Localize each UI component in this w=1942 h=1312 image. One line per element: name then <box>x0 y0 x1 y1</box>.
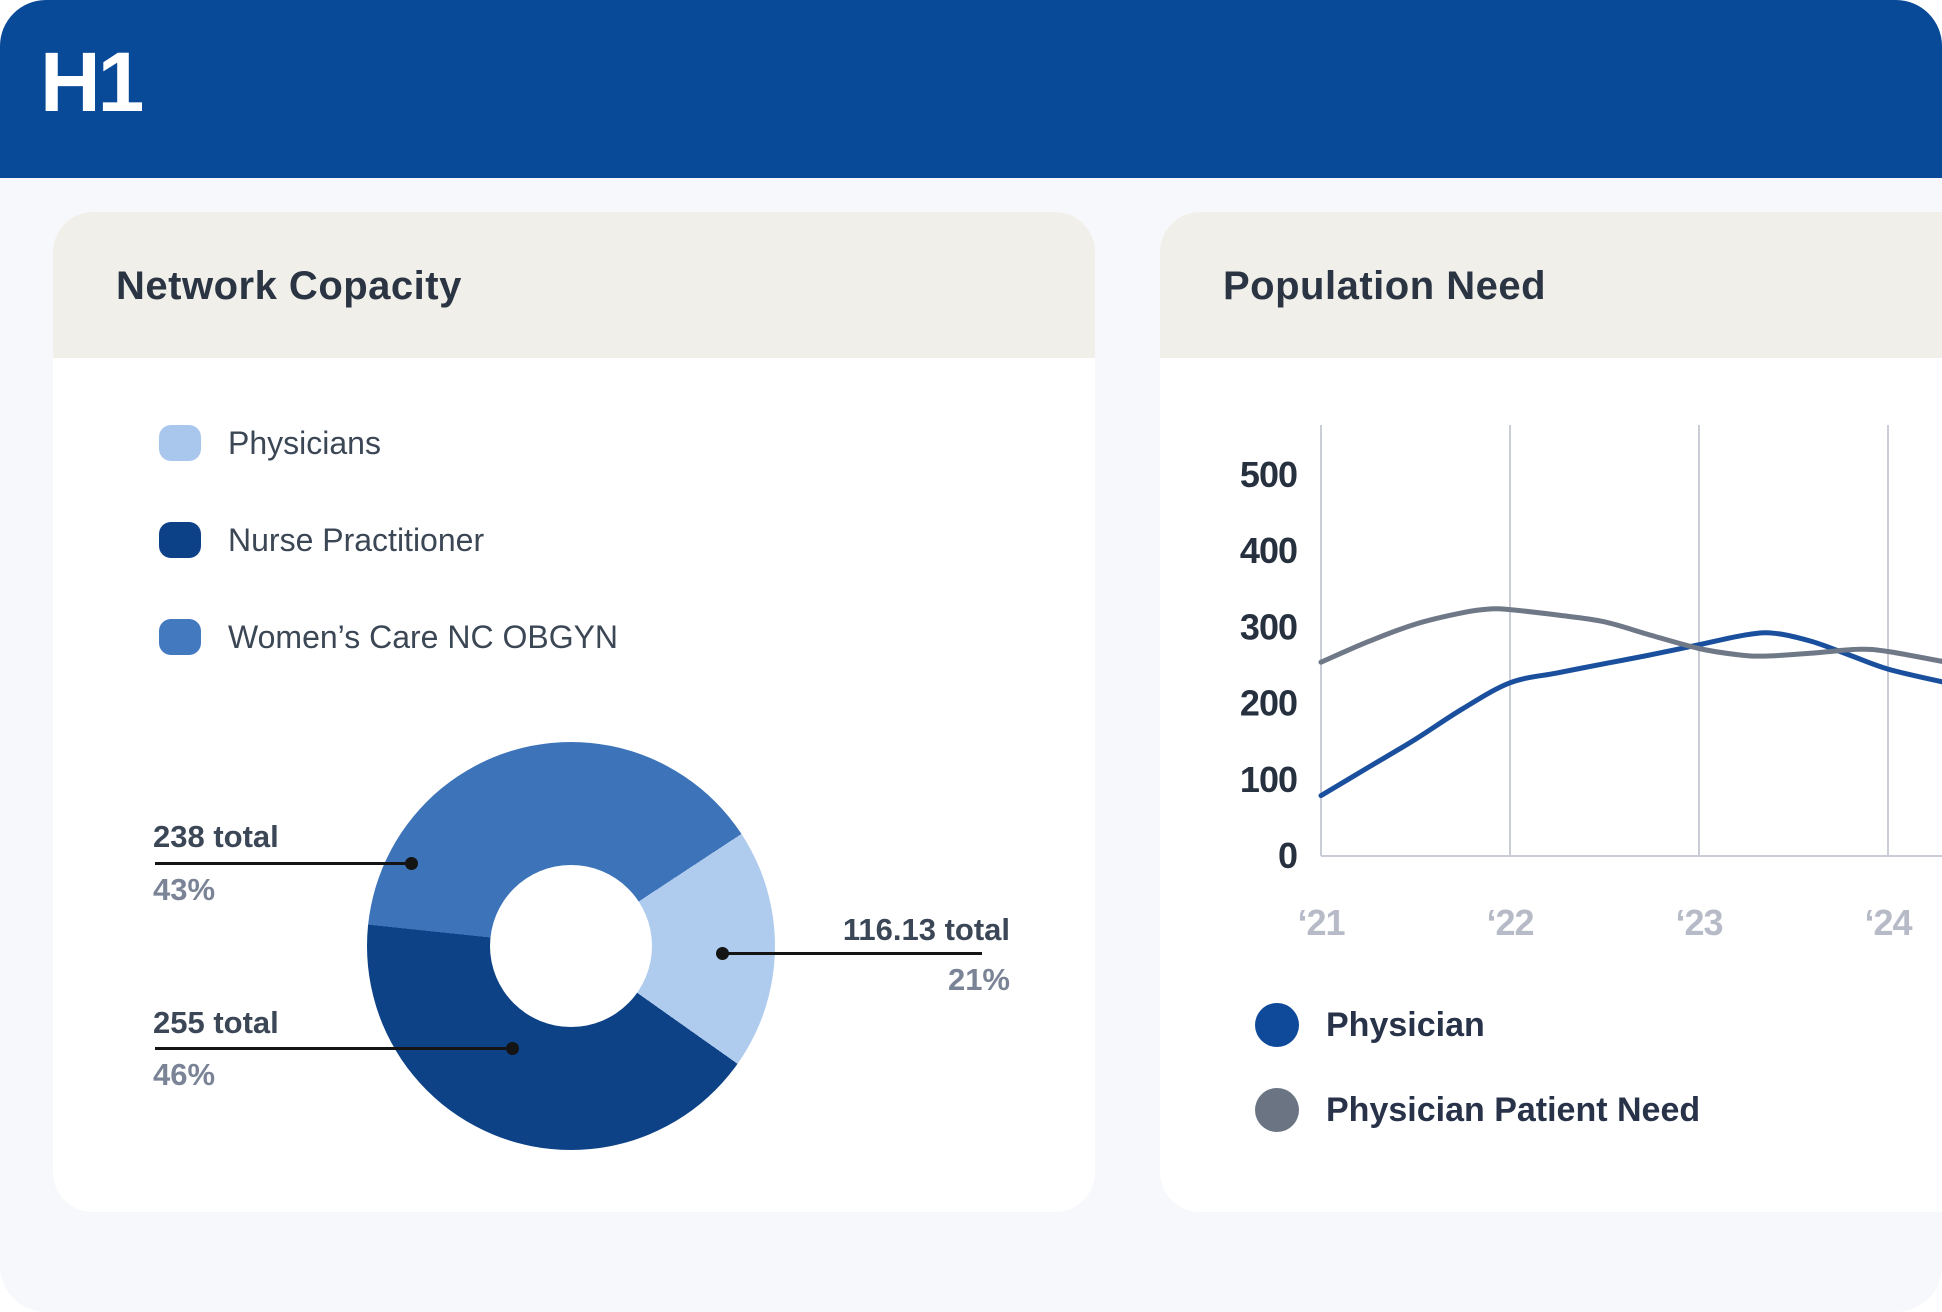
callout-255-dot <box>506 1042 519 1055</box>
svg-text:100: 100 <box>1240 759 1297 800</box>
legend-item-physician-patient-need: Physician Patient Need <box>1255 1088 1700 1132</box>
callout-255-total: 255 total <box>153 1005 279 1040</box>
network-capacity-card-header: Network Copacity <box>53 212 1095 358</box>
callout-116-dot <box>716 947 729 960</box>
legend-item-womens-care: Women’s Care NC OBGYN <box>159 619 618 655</box>
app-header-bar: H1 <box>0 0 1942 178</box>
population-need-card-header: Population Need <box>1160 212 1942 358</box>
legend-label: Physician <box>1326 1005 1485 1044</box>
svg-text:300: 300 <box>1240 606 1297 647</box>
callout-116-line <box>723 952 982 955</box>
svg-text:‘23: ‘23 <box>1675 902 1722 943</box>
legend-item-nurse-practitioner: Nurse Practitioner <box>159 522 618 558</box>
callout-255-percent: 46% <box>153 1057 216 1092</box>
svg-text:400: 400 <box>1240 530 1297 571</box>
legend-label: Physicians <box>228 424 381 461</box>
svg-text:500: 500 <box>1240 454 1297 495</box>
legend-item-physicians: Physicians <box>159 425 618 461</box>
series-paths <box>1318 606 1942 799</box>
nurse-practitioner-swatch-icon <box>159 522 201 558</box>
callout-238-line <box>155 862 412 865</box>
network-capacity-title: Network Copacity <box>116 264 462 308</box>
callout-238-percent: 43% <box>153 872 216 907</box>
svg-text:‘22: ‘22 <box>1486 902 1533 943</box>
physician-dot-icon <box>1255 1003 1299 1047</box>
x-axis-labels: ‘21 ‘22 ‘23 ‘24 <box>1297 902 1913 943</box>
callout-116-total: 116.13 total <box>842 912 1010 947</box>
womens-care-swatch-icon <box>159 619 201 655</box>
h1-logo: H1 <box>40 35 144 129</box>
population-need-card: Population Need 500 400 300 200 100 0 ‘21 ‘22 ‘… <box>1160 212 1942 1212</box>
callout-238-total: 238 total <box>153 819 279 854</box>
population-need-line-chart[interactable]: 500 400 300 200 100 0 ‘21 ‘22 ‘23 ‘24 <box>1230 415 1942 960</box>
donut-legend: Physicians Nurse Practitioner Women’s Ca… <box>159 425 618 716</box>
svg-text:0: 0 <box>1278 835 1297 876</box>
population-need-title: Population Need <box>1223 264 1547 308</box>
network-capacity-card: Network Copacity Physicians Nurse Practi… <box>53 212 1095 1212</box>
svg-text:‘24: ‘24 <box>1864 902 1912 943</box>
legend-label: Nurse Practitioner <box>228 521 485 558</box>
donut-hole <box>490 865 652 1027</box>
legend-item-physician: Physician <box>1255 1003 1700 1047</box>
line-chart-legend: Physician Physician Patient Need <box>1255 1003 1700 1173</box>
physician-patient-need-dot-icon <box>1255 1088 1299 1132</box>
y-axis-labels: 500 400 300 200 100 0 <box>1240 454 1298 876</box>
svg-text:200: 200 <box>1240 683 1297 724</box>
physicians-swatch-icon <box>159 425 201 461</box>
callout-116-percent: 21% <box>947 962 1010 997</box>
donut-ring[interactable] <box>367 742 775 1150</box>
gridlines <box>1320 425 1942 857</box>
callout-238-dot <box>405 857 418 870</box>
svg-text:‘21: ‘21 <box>1297 902 1345 943</box>
callout-255-line <box>155 1047 513 1050</box>
legend-label: Women’s Care NC OBGYN <box>228 618 619 655</box>
legend-label: Physician Patient Need <box>1326 1090 1701 1129</box>
